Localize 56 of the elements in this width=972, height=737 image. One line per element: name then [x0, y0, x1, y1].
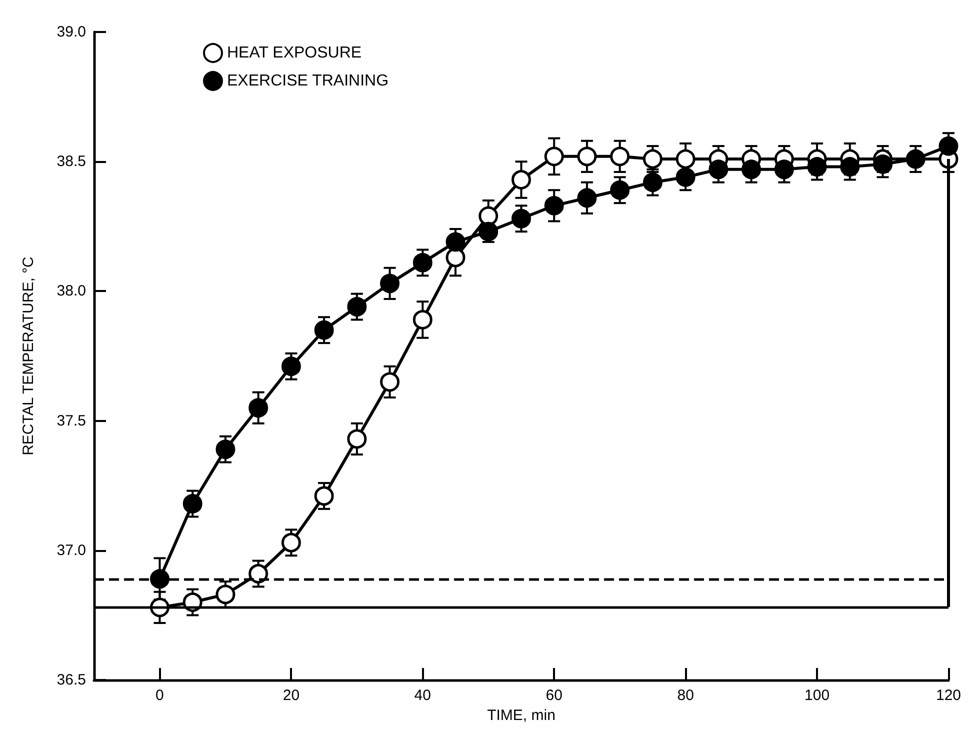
point [216, 584, 236, 604]
x-axis-title: TIME, min [487, 707, 556, 724]
point [216, 440, 236, 460]
point [347, 297, 367, 316]
point [314, 486, 334, 506]
y-axis-title: RECTAL TEMPERATURE, °C [20, 256, 37, 456]
point [182, 494, 202, 514]
point [610, 146, 630, 166]
point [446, 232, 466, 252]
point [478, 206, 498, 226]
x-tick-label: 20 [282, 687, 300, 704]
point [281, 356, 301, 376]
point [610, 180, 630, 200]
point [676, 149, 696, 169]
point [380, 372, 400, 392]
legend-label: HEAT EXPOSURE [227, 44, 362, 62]
y-tick-label: 36.5 [56, 672, 86, 688]
point [676, 167, 696, 187]
y-tick-label: 39.0 [56, 24, 86, 40]
point [512, 170, 531, 190]
point [478, 222, 498, 242]
point [840, 157, 860, 177]
point [512, 208, 531, 228]
point [412, 310, 432, 330]
y-tick-label: 38.0 [56, 282, 86, 300]
y-tick-label: 37.0 [56, 542, 86, 559]
point [314, 320, 334, 340]
point [938, 136, 958, 156]
point [577, 188, 597, 208]
point [742, 160, 762, 180]
point [577, 146, 597, 166]
point [248, 564, 268, 584]
x-tick-label: 60 [546, 687, 562, 704]
point [708, 160, 728, 180]
x-tick-label: 0 [156, 687, 164, 704]
legend-label: EXERCISE TRAINING [227, 72, 389, 90]
y-tick-label: 38.5 [56, 153, 86, 170]
point [544, 196, 564, 216]
point [150, 569, 170, 589]
x-tick-label: 40 [414, 687, 431, 704]
point [807, 157, 827, 177]
point [873, 154, 893, 174]
point [380, 274, 400, 294]
x-tick-label: 100 [804, 687, 830, 704]
point [248, 398, 268, 418]
point [642, 149, 662, 169]
point [446, 248, 466, 268]
x-tick-label: 120 [936, 687, 961, 704]
point [281, 532, 301, 552]
y-tick-label: 37.5 [56, 412, 86, 430]
point [412, 252, 432, 272]
x-tick-label: 80 [677, 687, 694, 704]
point [544, 146, 564, 166]
point [906, 149, 926, 169]
point [774, 160, 794, 180]
point [347, 429, 367, 449]
